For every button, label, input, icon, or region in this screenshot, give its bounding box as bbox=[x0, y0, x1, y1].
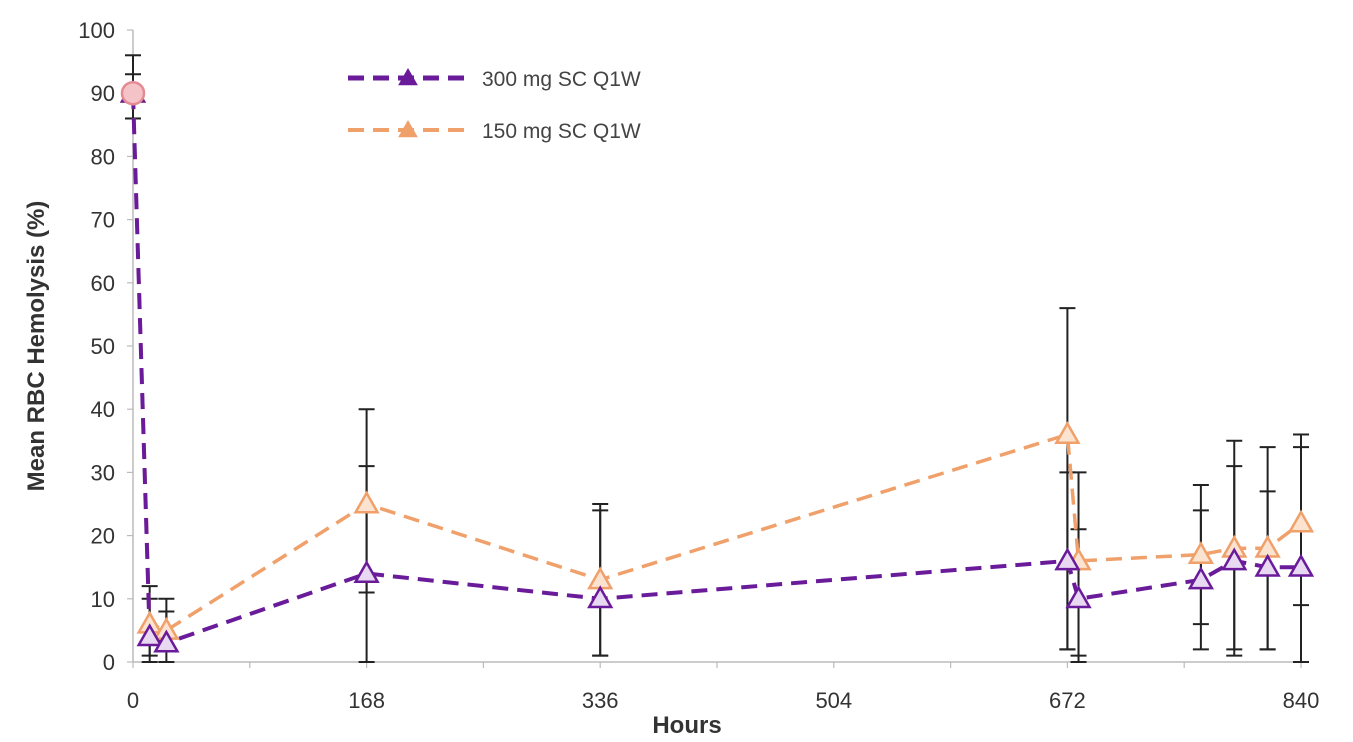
legend-label: 150 mg SC Q1W bbox=[482, 120, 641, 143]
series-line-300mg bbox=[131, 93, 1301, 646]
data-point-start bbox=[120, 80, 146, 106]
data-point-300mg bbox=[1221, 547, 1248, 571]
legend-label: 300 mg SC Q1W bbox=[482, 68, 641, 91]
y-tick-label: 100 bbox=[78, 18, 115, 43]
data-point-150mg bbox=[1054, 420, 1081, 444]
y-tick-label: 10 bbox=[91, 587, 115, 612]
data-point-300mg bbox=[136, 623, 163, 647]
x-tick-label: 0 bbox=[127, 688, 139, 713]
data-point-150mg bbox=[1187, 541, 1215, 565]
data-point-300mg bbox=[353, 560, 380, 584]
series-markers bbox=[119, 79, 1315, 653]
data-point-300mg bbox=[1187, 566, 1215, 590]
legend-marker bbox=[398, 119, 418, 138]
y-axis-title: Mean RBC Hemolysis (%) bbox=[23, 201, 50, 492]
data-point-300mg bbox=[153, 629, 180, 653]
y-tick-label: 30 bbox=[91, 460, 115, 485]
data-point-150mg bbox=[1287, 509, 1315, 533]
y-tick-label: 60 bbox=[91, 271, 115, 296]
y-tick-label: 50 bbox=[91, 334, 115, 359]
y-tick-label: 80 bbox=[91, 144, 115, 169]
x-tick-label: 672 bbox=[1049, 688, 1086, 713]
x-tick-label: 840 bbox=[1283, 688, 1320, 713]
data-point-300mg bbox=[1287, 553, 1315, 577]
legend: 300 mg SC Q1W 150 mg SC Q1W bbox=[348, 67, 641, 143]
y-tick-label: 90 bbox=[91, 81, 115, 106]
x-tick-label: 336 bbox=[582, 688, 619, 713]
data-point-150mg bbox=[353, 490, 380, 514]
y-tick-label: 40 bbox=[91, 397, 115, 422]
data-point-300mg bbox=[1065, 585, 1092, 609]
data-point-300mg bbox=[1054, 547, 1081, 571]
data-point-300mg bbox=[587, 585, 614, 609]
axes: 0 10 20 30 40 50 60 70 80 90 100 0 168 336 504 672 840 bbox=[78, 18, 1319, 713]
y-tick-label: 20 bbox=[91, 524, 115, 549]
x-axis-title: Hours bbox=[652, 712, 721, 739]
legend-marker bbox=[398, 67, 418, 86]
y-tick-label: 0 bbox=[103, 650, 115, 675]
x-tick-label: 168 bbox=[348, 688, 385, 713]
series-line-150mg bbox=[131, 93, 1303, 633]
x-tick-label: 504 bbox=[815, 688, 852, 713]
y-tick-label: 70 bbox=[91, 208, 115, 233]
error-bars bbox=[125, 54, 1309, 663]
data-point-300mg bbox=[1254, 553, 1281, 577]
series-lines bbox=[131, 93, 1303, 646]
